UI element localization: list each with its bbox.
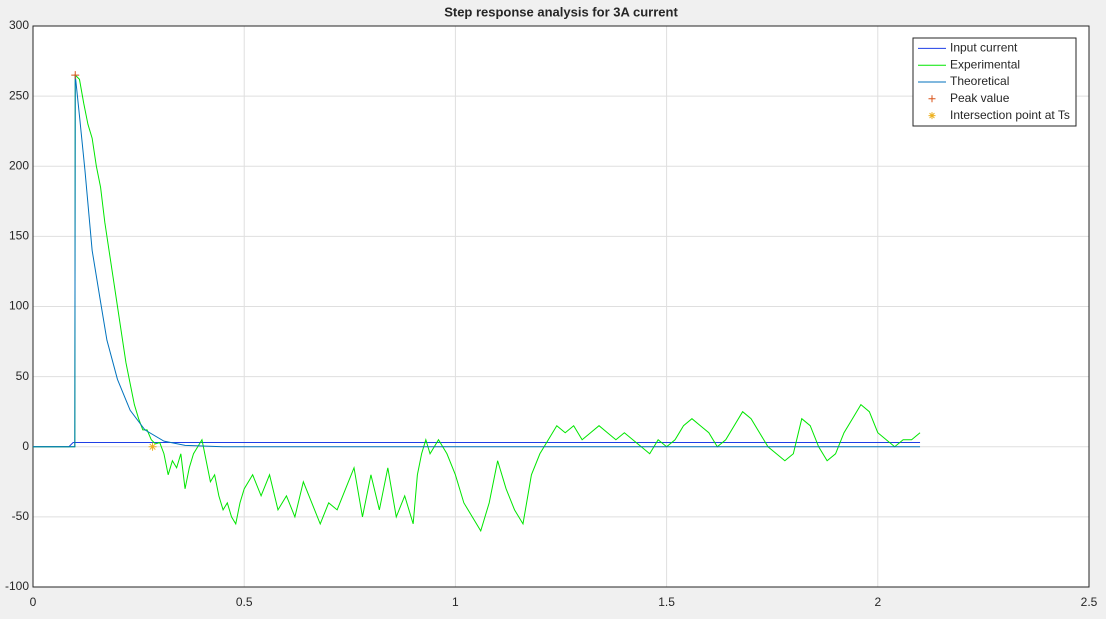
x-tick-label: 0	[30, 595, 37, 609]
legend-label: Intersection point at Ts	[950, 108, 1070, 122]
y-tick-label: 200	[9, 158, 29, 172]
y-tick-label: 0	[22, 439, 29, 453]
chart-title: Step response analysis for 3A current	[444, 4, 678, 19]
legend-label: Peak value	[950, 91, 1010, 105]
marker	[148, 442, 157, 451]
x-tick-label: 1.5	[658, 595, 675, 609]
y-tick-label: 100	[9, 299, 29, 313]
y-tick-label: -50	[12, 509, 30, 523]
axes-box	[32, 25, 1090, 588]
x-tick-label: 0.5	[236, 595, 253, 609]
legend-label: Input current	[950, 41, 1018, 55]
line	[33, 73, 921, 533]
y-tick-label: 250	[9, 88, 29, 102]
y-tick-label: 300	[9, 18, 29, 32]
x-tick-label: 1	[452, 595, 459, 609]
marker	[71, 71, 80, 80]
x-tick-label: 2.5	[1081, 595, 1098, 609]
legend-marker	[928, 95, 936, 103]
legend-marker	[928, 112, 936, 120]
x-tick-label: 2	[874, 595, 881, 609]
legend-label: Experimental	[950, 57, 1020, 71]
y-tick-label: 150	[9, 229, 29, 243]
line	[33, 75, 921, 448]
y-tick-label: 50	[16, 369, 30, 383]
y-tick-label: -100	[5, 579, 29, 593]
legend-label: Theoretical	[950, 74, 1009, 88]
